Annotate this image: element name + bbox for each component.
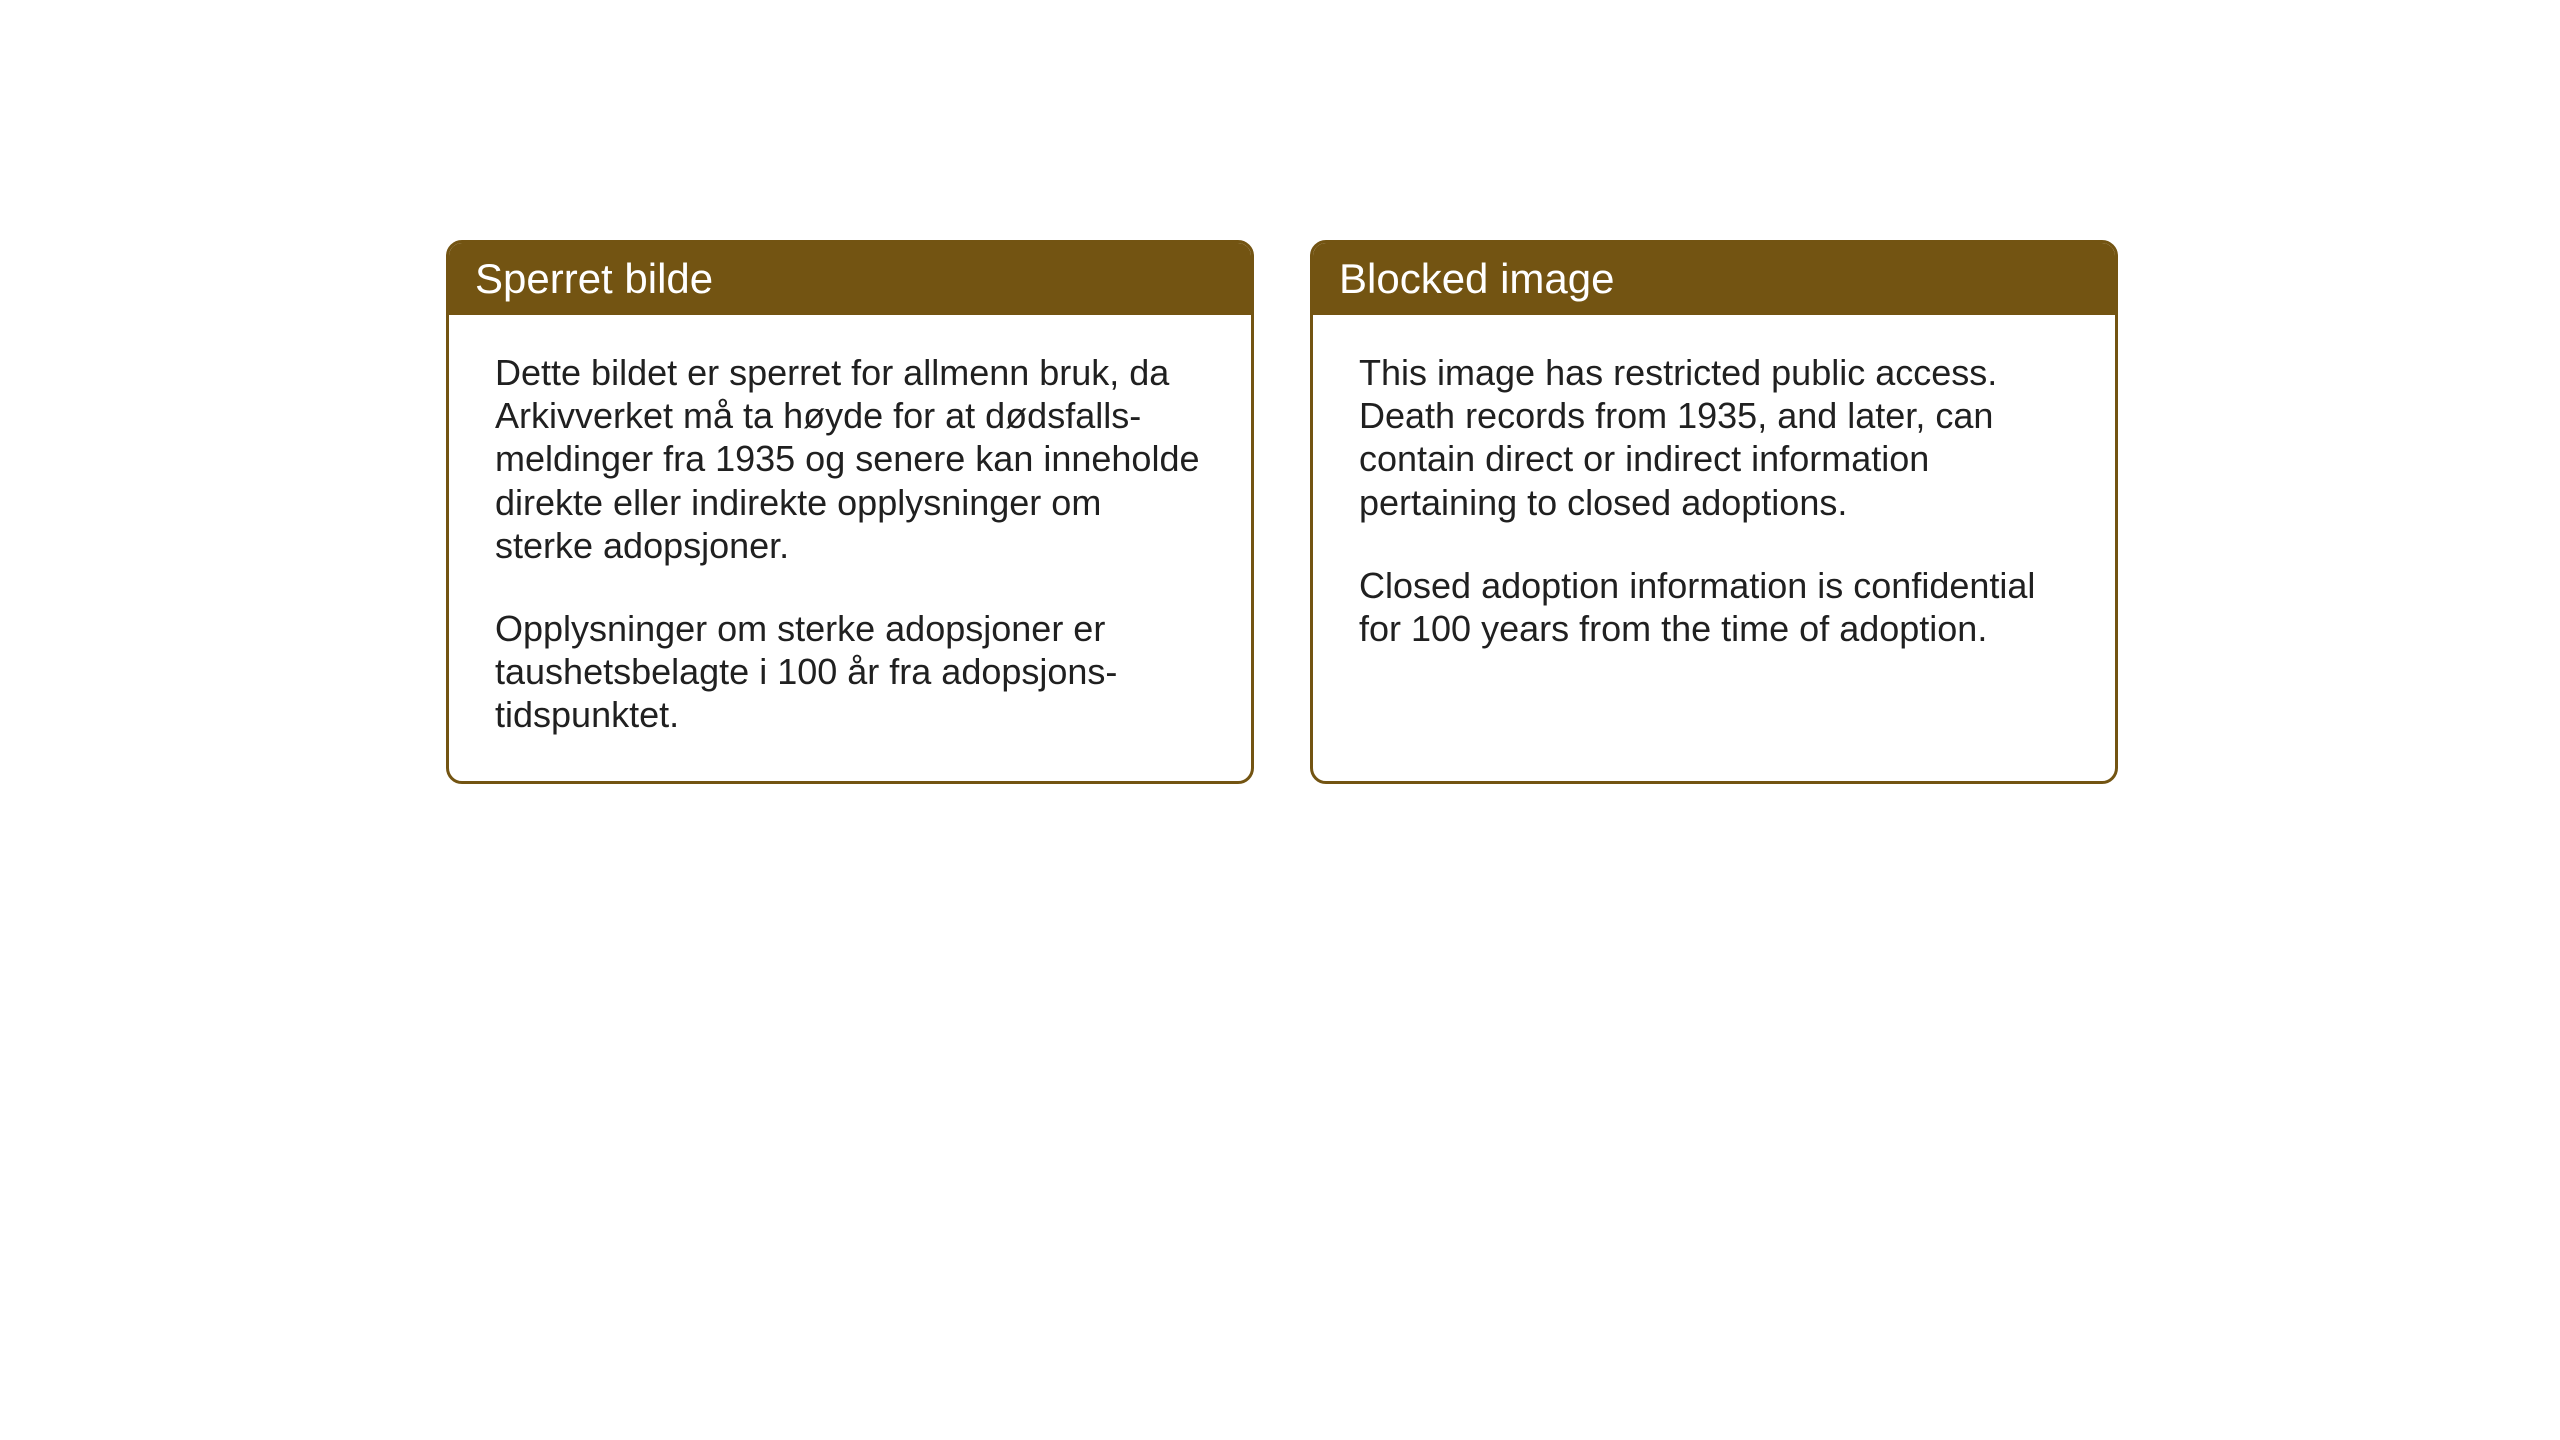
norwegian-paragraph-2: Opplysninger om sterke adopsjoner er tau… xyxy=(495,607,1205,737)
norwegian-card-title: Sperret bilde xyxy=(449,243,1251,315)
norwegian-paragraph-1: Dette bildet er sperret for allmenn bruk… xyxy=(495,351,1205,567)
notice-cards-container: Sperret bilde Dette bildet er sperret fo… xyxy=(446,240,2118,784)
english-paragraph-2: Closed adoption information is confident… xyxy=(1359,564,2069,650)
english-card-body: This image has restricted public access.… xyxy=(1313,315,2115,694)
english-notice-card: Blocked image This image has restricted … xyxy=(1310,240,2118,784)
norwegian-card-body: Dette bildet er sperret for allmenn bruk… xyxy=(449,315,1251,781)
english-card-title: Blocked image xyxy=(1313,243,2115,315)
norwegian-notice-card: Sperret bilde Dette bildet er sperret fo… xyxy=(446,240,1254,784)
english-paragraph-1: This image has restricted public access.… xyxy=(1359,351,2069,524)
